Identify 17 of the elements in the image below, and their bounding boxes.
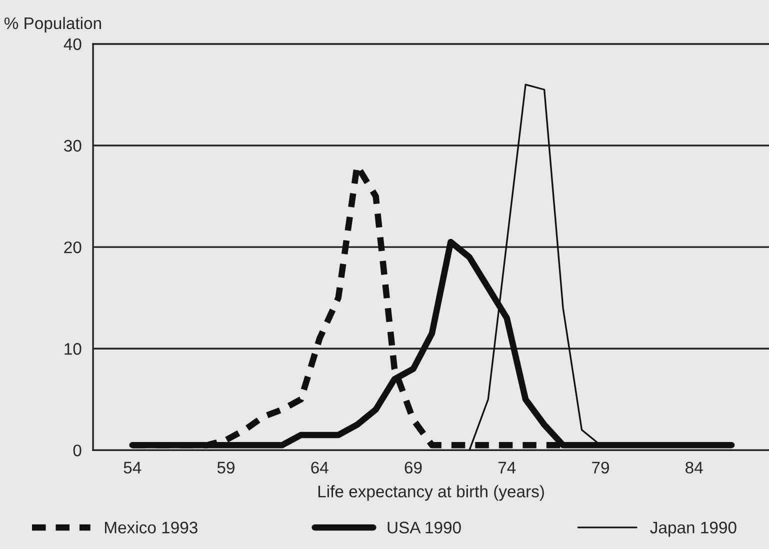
x-tick-label: 64 xyxy=(311,462,328,474)
y-tick-label: 10 xyxy=(64,343,82,355)
x-axis-title: Life expectancy at birth (years) xyxy=(318,485,544,501)
x-tick-label: 84 xyxy=(686,462,703,474)
legend-label: USA 1990 xyxy=(388,522,461,534)
y-tick-label: 30 xyxy=(64,140,82,152)
x-tick-label: 59 xyxy=(217,462,234,474)
legend-label: Mexico 1993 xyxy=(105,521,198,534)
x-tick-label: 74 xyxy=(498,462,516,474)
y-axis-title: % Population xyxy=(4,16,101,32)
x-tick-label: 54 xyxy=(124,462,142,474)
y-tick-label: 20 xyxy=(64,241,82,254)
y-tick-label: 0 xyxy=(73,444,82,456)
x-tick-label: 79 xyxy=(592,462,609,474)
x-tick-label: 69 xyxy=(404,462,422,474)
y-tick-label: 40 xyxy=(64,38,82,50)
legend-label: Japan 1990 xyxy=(650,522,736,537)
